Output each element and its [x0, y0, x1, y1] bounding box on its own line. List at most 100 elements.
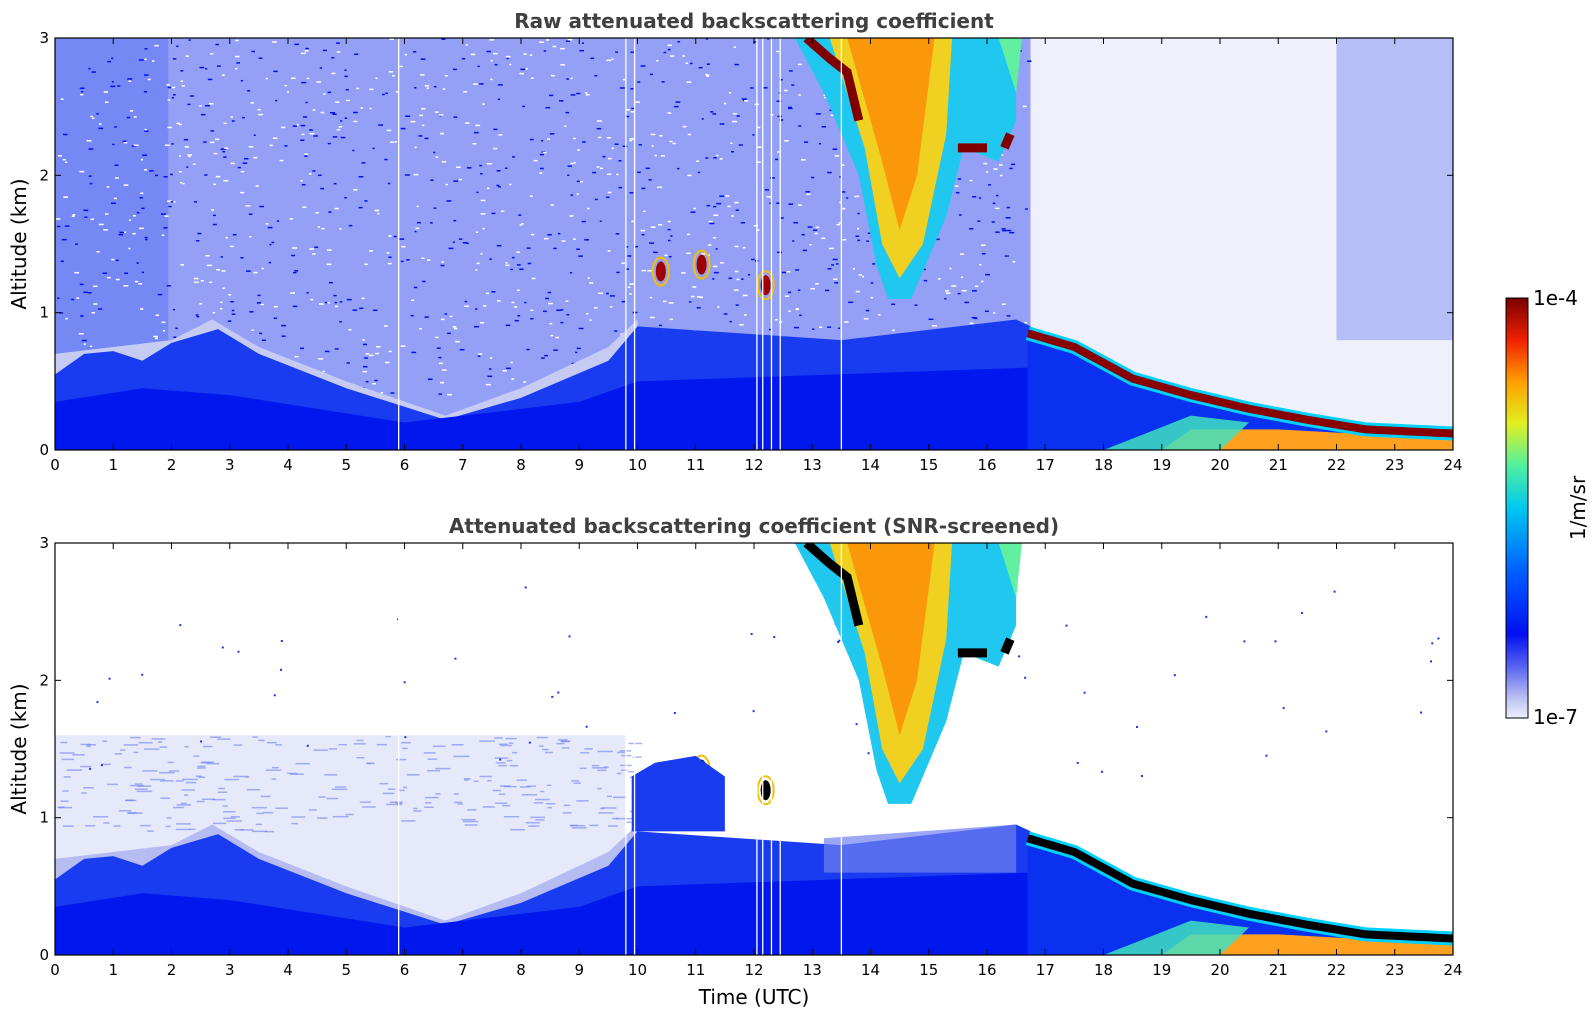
speckle	[224, 147, 229, 150]
speckle	[1065, 624, 1068, 627]
speckle	[255, 823, 262, 826]
speckle	[640, 229, 646, 232]
speckle	[593, 306, 598, 309]
speckle	[964, 301, 969, 304]
speckle	[106, 186, 110, 188]
speckle	[427, 758, 438, 760]
speckle	[182, 182, 185, 185]
speckle	[855, 290, 860, 293]
speckle	[631, 220, 636, 223]
speckle	[529, 195, 533, 197]
speckle	[344, 75, 348, 78]
speckle	[527, 262, 532, 265]
speckle	[170, 201, 174, 203]
speckle	[576, 92, 581, 95]
speckle	[528, 741, 531, 744]
speckle	[1100, 770, 1103, 773]
speckle	[361, 162, 366, 164]
speckle	[661, 81, 665, 83]
speckle	[86, 140, 92, 142]
speckle	[346, 298, 352, 301]
speckle	[496, 300, 501, 302]
speckle	[96, 113, 99, 115]
speckle	[867, 232, 872, 235]
speckle	[404, 53, 407, 56]
speckle	[232, 233, 237, 236]
speckle	[57, 806, 73, 809]
speckle	[396, 758, 407, 761]
speckle	[268, 261, 272, 264]
speckle	[472, 143, 477, 145]
speckle	[474, 308, 478, 310]
speckle	[193, 281, 199, 284]
speckle	[561, 740, 571, 743]
speckle	[628, 742, 643, 745]
speckle	[677, 167, 680, 170]
speckle	[569, 272, 573, 274]
speckle	[626, 109, 630, 111]
speckle	[365, 353, 370, 355]
speckle	[339, 321, 342, 323]
speckle	[1001, 303, 1006, 305]
speckle	[366, 762, 375, 765]
speckle	[160, 797, 171, 800]
speckle	[689, 62, 693, 65]
speckle	[482, 806, 495, 808]
speckle	[197, 765, 206, 768]
speckle	[326, 263, 332, 266]
speckle	[114, 753, 123, 755]
speckle	[821, 125, 827, 128]
speckle	[178, 123, 182, 126]
speckle	[667, 220, 671, 223]
speckle	[251, 806, 268, 809]
speckle	[937, 278, 941, 280]
speckle	[696, 307, 701, 309]
x-tick-label: 14	[861, 961, 880, 979]
speckle	[719, 195, 725, 197]
speckle	[522, 105, 525, 108]
speckle	[59, 312, 64, 314]
speckle	[167, 86, 172, 89]
speckle	[424, 806, 434, 808]
speckle	[573, 782, 581, 784]
panel-screened-x-label: Time (UTC)	[698, 985, 810, 1009]
speckle	[313, 135, 318, 137]
speckle	[610, 295, 615, 297]
speckle	[312, 253, 316, 255]
speckle	[353, 120, 358, 123]
speckle	[134, 280, 139, 283]
speckle	[240, 170, 245, 173]
speckle	[473, 780, 479, 783]
speckle	[944, 297, 947, 300]
speckle	[71, 298, 75, 301]
speckle	[547, 138, 551, 140]
speckle	[231, 120, 235, 122]
speckle	[176, 804, 192, 806]
speckle	[295, 762, 310, 765]
speckle	[465, 122, 470, 124]
speckle	[240, 257, 244, 259]
speckle	[92, 117, 95, 119]
speckle	[712, 113, 717, 115]
speckle	[524, 301, 527, 304]
speckle	[213, 152, 218, 155]
speckle	[1325, 730, 1328, 733]
speckle	[438, 114, 444, 116]
speckle	[731, 150, 734, 153]
speckle	[512, 156, 515, 158]
speckle	[292, 247, 298, 249]
speckle	[489, 357, 493, 359]
speckle	[831, 264, 834, 266]
speckle	[801, 233, 805, 236]
speckle	[453, 755, 470, 758]
speckle	[951, 285, 957, 287]
speckle	[220, 148, 223, 151]
speckle	[149, 778, 166, 781]
speckle	[205, 104, 211, 107]
speckle	[427, 769, 441, 772]
speckle	[814, 232, 818, 235]
speckle	[961, 289, 967, 292]
speckle	[111, 258, 115, 261]
speckle	[695, 160, 700, 163]
speckle	[715, 248, 718, 250]
